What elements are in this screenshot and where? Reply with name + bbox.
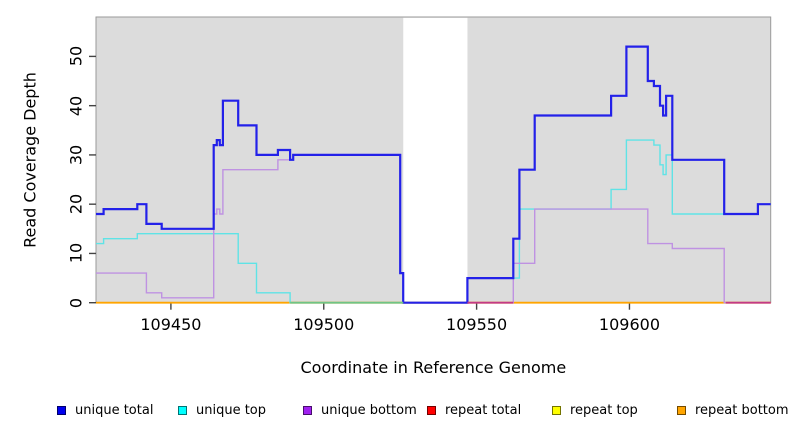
legend-label: unique top [196,402,267,418]
x-tick-marks [170,302,631,310]
y-tick-label: 40 [66,95,86,116]
legend-swatch-repeat-top [552,405,561,415]
legend-swatch-unique-top [178,405,187,415]
legend-label: repeat top [570,402,638,418]
legend-item-unique-top: unique top [178,402,266,418]
x-tick-label: 109450 [140,314,202,334]
x-tick-label: 109600 [598,314,660,334]
x-axis-title: Coordinate in Reference Genome [300,358,567,377]
y-tick-marks [89,55,96,304]
y-tick-label: 0 [66,297,86,308]
legend-swatch-repeat-total [427,405,436,415]
legend-label: unique bottom [321,402,417,418]
legend-swatch-unique-bottom [303,405,312,415]
x-tick-label: 109550 [446,314,508,334]
legend-item-repeat-top: repeat top [552,402,638,418]
legend-label: unique total [75,402,154,418]
legend-item-repeat-bottom: repeat bottom [677,402,789,418]
legend-swatch-unique-total [57,405,66,415]
legend-label: repeat total [445,402,522,418]
unique-top-line [96,139,771,304]
y-tick-label: 50 [66,46,86,67]
legend-item-unique-total: unique total [57,402,153,418]
series-lines [96,45,771,304]
gap-region [403,17,468,303]
legend-swatch-repeat-bottom [677,405,686,415]
x-tick-label: 109500 [293,314,355,334]
y-tick-label: 10 [66,243,86,264]
y-tick-label: 30 [66,144,86,166]
y-tick-label: 20 [66,193,86,215]
unique-total-line [96,45,771,304]
y-axis-title: Read Coverage Depth [20,71,40,248]
legend-label: repeat bottom [695,402,789,418]
legend-item-repeat-total: repeat total [427,402,521,418]
legend-item-unique-bottom: unique bottom [303,402,417,418]
